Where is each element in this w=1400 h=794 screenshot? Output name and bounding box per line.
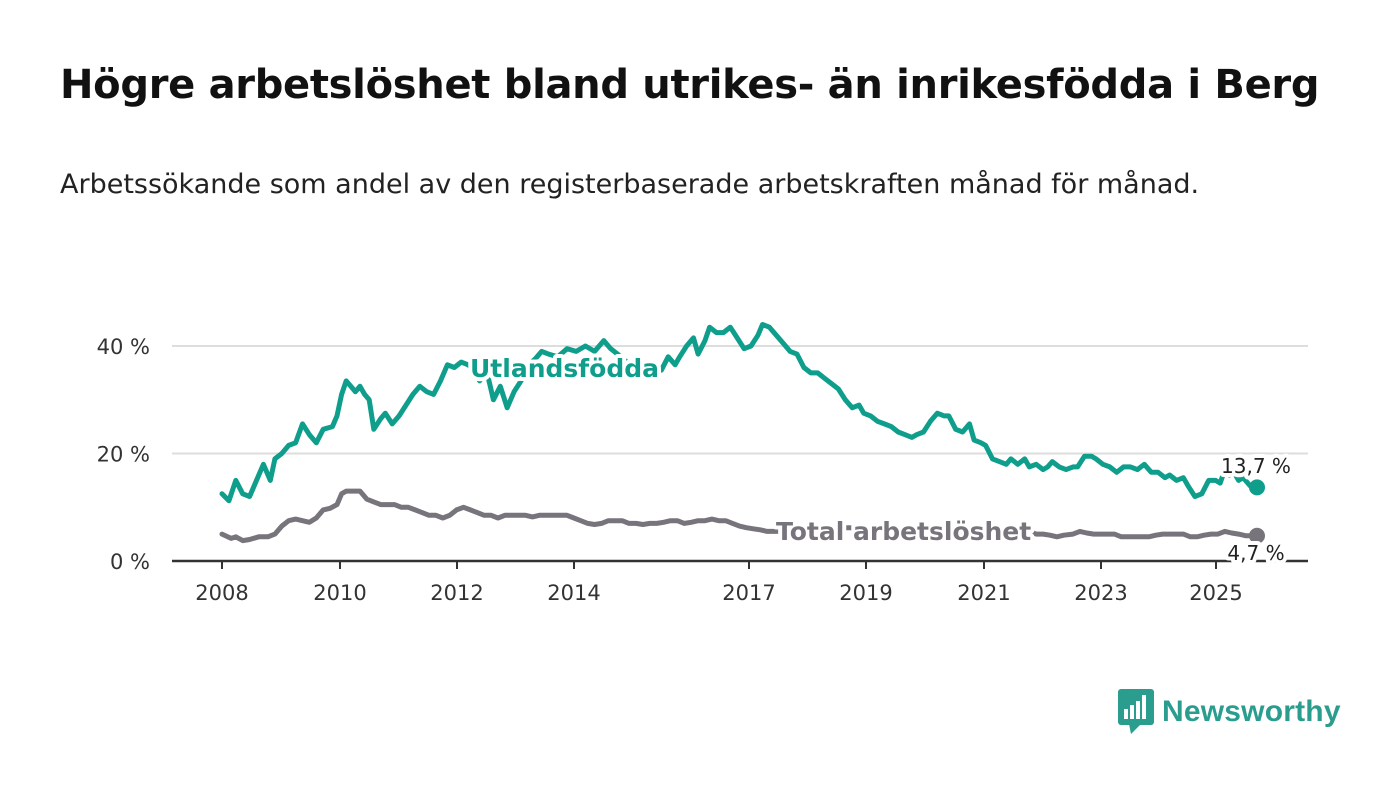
x-tick-label: 2012 xyxy=(430,581,483,605)
end-label-total-halo: 4,7 % xyxy=(1227,541,1284,565)
end-label-utlandsfodda: 13,7 %13,7 % xyxy=(1217,450,1295,482)
series-lines xyxy=(219,322,1265,544)
x-tick-label: 2023 xyxy=(1074,581,1127,605)
end-dot-total xyxy=(1249,527,1265,544)
series-label-total-halo: Total arbetslöshet xyxy=(776,517,1031,546)
series-line-utlandsfodda xyxy=(219,322,1260,504)
x-tick-label: 2010 xyxy=(313,581,366,605)
y-tick-label: 20 % xyxy=(97,443,150,467)
x-tick-label: 2019 xyxy=(839,581,892,605)
chart-subtitle: Arbetssökande som andel av den registerb… xyxy=(60,169,1200,200)
series-line-total xyxy=(219,488,1260,544)
end-dot-utlandsfodda xyxy=(1249,479,1265,496)
end-label-total: 4,7 %4,7 % xyxy=(1223,537,1288,569)
x-tick-label: 2008 xyxy=(195,581,248,605)
y-tick-label: 40 % xyxy=(97,335,150,359)
x-tick-label: 2021 xyxy=(957,581,1010,605)
chart-title: Högre arbetslöshet bland utrikes- än inr… xyxy=(60,62,1320,108)
brand-name: Newsworthy xyxy=(1162,695,1341,728)
series-label-utlandsfodda-text: Utlandsfödda xyxy=(470,354,659,383)
bar-chart-speech-bubble-icon xyxy=(1118,689,1154,734)
end-label-utlandsfodda-halo: 13,7 % xyxy=(1221,454,1291,478)
x-tick-label: 2025 xyxy=(1189,581,1242,605)
newsworthy-logo: Newsworthy xyxy=(1118,688,1341,736)
x-tick-label: 2017 xyxy=(722,581,775,605)
axes: 0 % 20 % 40 % 2008 2010 2012 2014 2017 2019 2021 2… xyxy=(97,335,1308,605)
end-label-total-text: 4,7 % xyxy=(1227,541,1284,565)
y-tick-label: 0 % xyxy=(110,550,150,574)
series-label-utlandsfodda-halo: Utlandsfödda xyxy=(470,354,659,383)
series-label-total-text: Total arbetslöshet xyxy=(776,517,1031,546)
end-label-utlandsfodda-text: 13,7 % xyxy=(1221,454,1291,478)
x-tick-label: 2014 xyxy=(547,581,600,605)
